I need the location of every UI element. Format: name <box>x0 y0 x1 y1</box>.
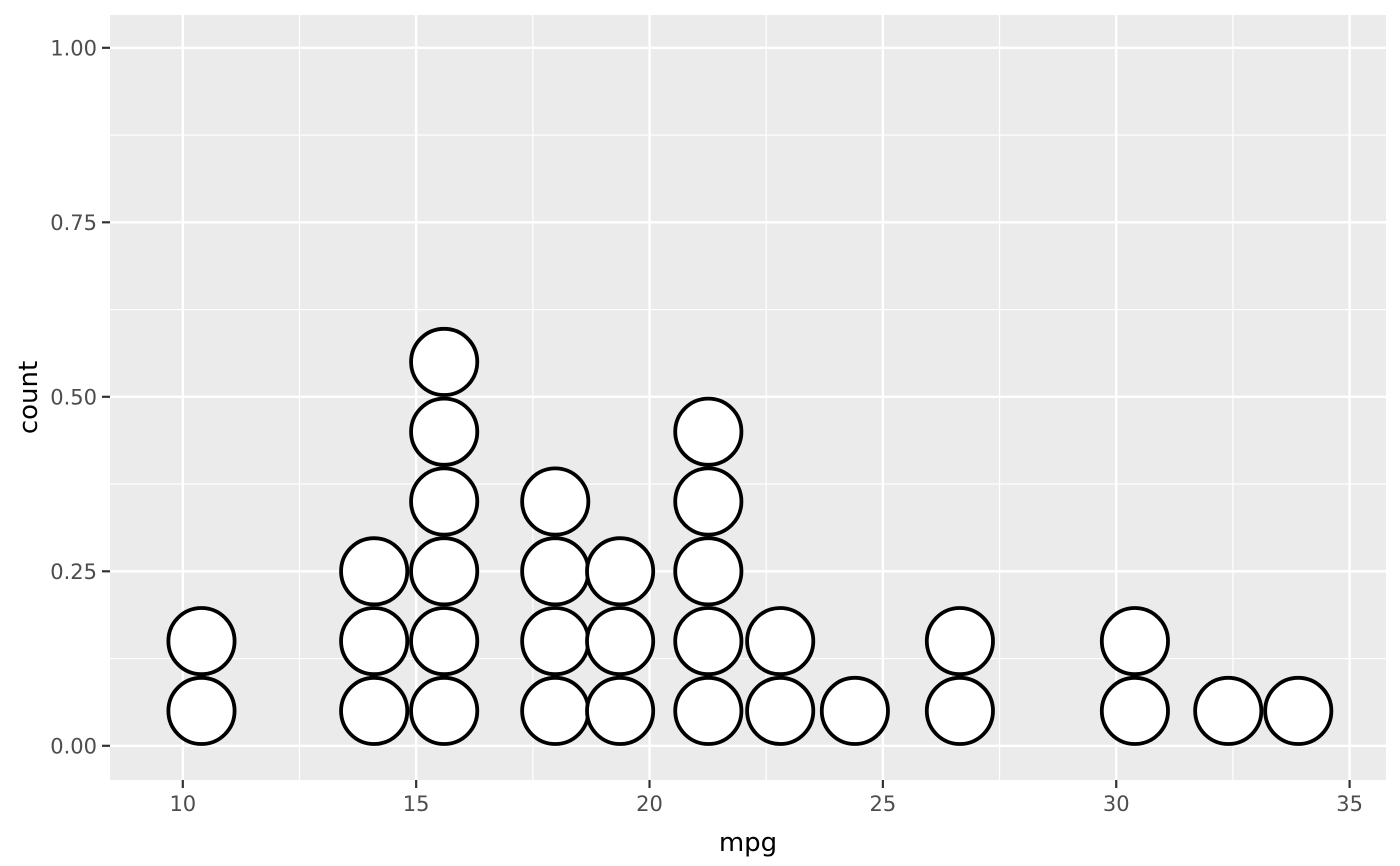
dot <box>673 396 744 467</box>
dot <box>409 466 480 537</box>
dot <box>520 606 591 677</box>
axis-layer: 10 15 20 25 30 35 0.00 0.25 0.50 0.75 1.00 <box>50 36 1363 816</box>
dot <box>673 675 744 746</box>
dot <box>673 466 744 537</box>
y-tick-label: 1.00 <box>50 36 97 60</box>
dot <box>520 675 591 746</box>
dot <box>745 606 816 677</box>
dot <box>745 675 816 746</box>
dot <box>924 675 995 746</box>
dot <box>1193 675 1264 746</box>
dot <box>409 675 480 746</box>
dot <box>673 606 744 677</box>
dot <box>585 675 656 746</box>
dot <box>1099 675 1170 746</box>
dot <box>585 606 656 677</box>
dot <box>339 536 410 607</box>
dot <box>1263 675 1334 746</box>
x-tick-label: 25 <box>870 792 897 816</box>
dot <box>339 675 410 746</box>
y-tick-label: 0.00 <box>50 734 97 758</box>
dot <box>924 606 995 677</box>
x-tick-label: 20 <box>636 792 663 816</box>
dot <box>409 396 480 467</box>
y-tick-label: 0.25 <box>50 560 97 584</box>
plot-panel-layer <box>110 15 1386 780</box>
x-tick-label: 15 <box>403 792 430 816</box>
x-axis-title: mpg <box>719 828 777 858</box>
dot <box>520 466 591 537</box>
x-tick-label: 10 <box>169 792 196 816</box>
dot <box>339 606 410 677</box>
dot <box>585 536 656 607</box>
x-tick-label: 35 <box>1336 792 1363 816</box>
dot <box>166 675 237 746</box>
y-tick-label: 0.50 <box>50 385 97 409</box>
x-tick-label: 30 <box>1103 792 1130 816</box>
dot <box>819 675 890 746</box>
dot <box>673 536 744 607</box>
dot <box>166 606 237 677</box>
dot <box>409 536 480 607</box>
y-axis-title: count <box>14 361 44 434</box>
y-tick-label: 0.75 <box>50 211 97 235</box>
dot <box>1099 606 1170 677</box>
dot <box>520 536 591 607</box>
dot <box>409 326 480 397</box>
dot <box>409 606 480 677</box>
